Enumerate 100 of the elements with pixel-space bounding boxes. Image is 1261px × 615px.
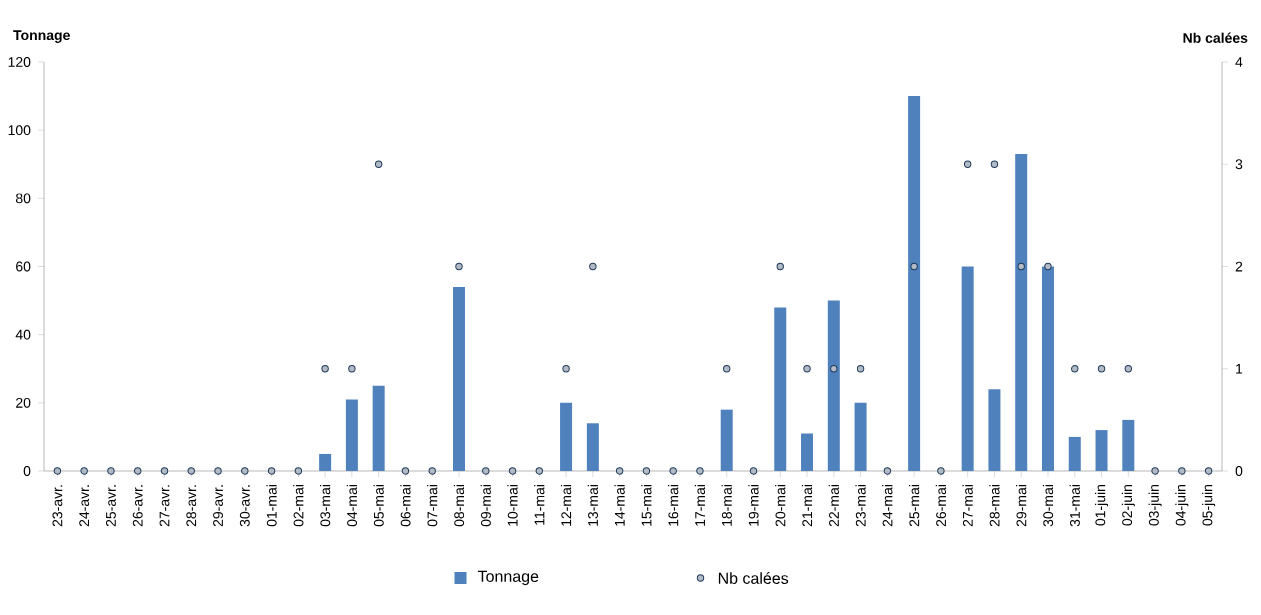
- x-tick-label: 01-juin: [1095, 484, 1109, 526]
- x-tick-label: 28-mai: [989, 485, 1000, 527]
- point: [669, 467, 677, 475]
- x-tick-label: 21-mai: [801, 485, 813, 527]
- bar: [372, 385, 385, 471]
- x-tick-label: 02-mai: [293, 485, 304, 527]
- x-tick-label: 27-avr.: [159, 485, 170, 527]
- point: [990, 160, 999, 168]
- point: [508, 467, 517, 475]
- bar: [1122, 419, 1135, 471]
- x-tick-label: 26-avr.: [132, 485, 143, 527]
- x-tick-label: 05-juin: [1202, 484, 1216, 526]
- x-tick-label: 09-mai: [480, 485, 491, 527]
- legend-label: Nb calées: [718, 572, 789, 584]
- y2-tick-label: 2: [1235, 261, 1243, 272]
- x-tick-label: 30-avr.: [239, 485, 250, 527]
- x-tick-label: 24-mai: [882, 485, 893, 527]
- y2-tick-label: 1: [1236, 363, 1243, 374]
- bar: [961, 266, 974, 471]
- x-tick-label: 04-juin: [1175, 484, 1189, 526]
- point: [642, 467, 651, 475]
- x-tick-label: 29-avr.: [213, 485, 223, 527]
- point: [455, 262, 463, 271]
- point: [160, 467, 169, 475]
- point: [589, 262, 597, 271]
- y-tick-label: 60: [16, 261, 31, 272]
- bar: [801, 433, 814, 471]
- point: [910, 262, 918, 271]
- x-tick-label: 04-mai: [346, 485, 358, 527]
- point: [562, 365, 570, 373]
- point: [80, 467, 88, 475]
- y2-axis-title: Nb calées: [1183, 32, 1248, 43]
- point: [883, 467, 892, 475]
- y-axis-title: Tonnage: [13, 30, 70, 43]
- x-tick-label: 22-mai: [828, 485, 839, 527]
- y-tick-label: 80: [15, 193, 31, 204]
- x-tick-label: 29-mai: [1016, 485, 1027, 527]
- point: [937, 467, 945, 475]
- point: [1071, 365, 1079, 373]
- point: [1204, 467, 1213, 475]
- point: [214, 467, 222, 475]
- x-tick-label: 30-mai: [1042, 485, 1054, 527]
- point: [749, 467, 758, 475]
- point: [1151, 467, 1159, 475]
- x-tick-label: 10-mai: [507, 485, 518, 526]
- x-tick-label: 31-mai: [1069, 485, 1080, 527]
- x-tick-label: 02-juin: [1121, 484, 1135, 526]
- y-tick-label: 40: [15, 329, 31, 340]
- bar: [908, 96, 921, 471]
- point: [321, 365, 329, 373]
- y2-tick-label: 0: [1235, 466, 1243, 476]
- point: [963, 160, 972, 168]
- point: [776, 262, 784, 271]
- bar: [1015, 154, 1028, 471]
- point: [615, 467, 624, 475]
- point: [1017, 262, 1025, 271]
- point: [856, 365, 865, 373]
- x-tick-label: 08-mai: [453, 485, 465, 527]
- point: [535, 467, 543, 475]
- x-tick-label: 20-mai: [775, 485, 786, 527]
- bar: [1068, 436, 1081, 471]
- bar: [452, 286, 465, 471]
- x-tick-label: 16-mai: [668, 485, 679, 526]
- x-tick-label: 25-mai: [909, 485, 920, 527]
- point: [696, 467, 704, 475]
- y-tick-label: 120: [8, 57, 31, 67]
- point: [53, 467, 62, 475]
- bar: [988, 389, 1001, 471]
- x-tick-label: 24-avr.: [79, 485, 90, 527]
- x-tick-label: 12-mai: [560, 485, 572, 526]
- point: [187, 467, 195, 475]
- bar: [1041, 266, 1054, 471]
- point: [428, 467, 436, 475]
- legend-label: Tonnage: [477, 570, 539, 586]
- bar: [1095, 430, 1108, 471]
- y-tick-label: 20: [16, 397, 31, 408]
- x-tick-label: 03-mai: [319, 485, 331, 527]
- point: [401, 467, 410, 475]
- point: [723, 365, 731, 373]
- point: [294, 467, 303, 475]
- point: [374, 160, 383, 168]
- bar: [720, 409, 733, 471]
- x-tick-label: 03-juin: [1148, 484, 1162, 526]
- bar: [319, 453, 332, 471]
- point: [803, 365, 811, 373]
- x-tick-label: 18-mai: [721, 485, 732, 526]
- point: [348, 365, 356, 373]
- x-tick-label: 13-mai: [587, 485, 598, 526]
- x-tick-label: 27-mai: [962, 485, 973, 527]
- point: [1097, 365, 1106, 373]
- y-tick-label: 0: [23, 466, 31, 476]
- x-tick-label: 25-avr.: [106, 485, 116, 527]
- point: [107, 467, 115, 475]
- point: [134, 467, 142, 475]
- x-tick-label: 28-avr.: [186, 485, 197, 527]
- bar: [827, 300, 840, 471]
- bar: [560, 402, 573, 471]
- y2-tick-label: 3: [1235, 159, 1243, 170]
- point: [1124, 365, 1133, 373]
- point: [241, 467, 249, 475]
